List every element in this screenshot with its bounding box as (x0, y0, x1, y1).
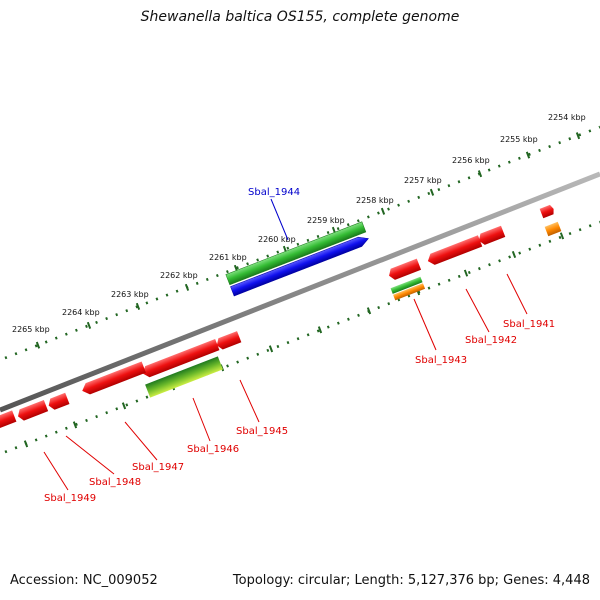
major-tick (477, 170, 483, 178)
gene-arrow-sbal-1947[interactable] (80, 361, 146, 396)
gene-arrow-sbal-1948[interactable] (47, 392, 70, 411)
feature-green-lime-pair[interactable] (145, 356, 223, 398)
major-tick (317, 326, 323, 334)
scale-label: 2260 kbp (258, 235, 296, 244)
major-tick (380, 207, 386, 215)
major-tick (429, 188, 435, 196)
scale-label: 2256 kbp (452, 156, 490, 165)
scale-label: 2258 kbp (356, 196, 394, 205)
scale-label: 2263 kbp (111, 290, 149, 299)
major-tick (463, 269, 469, 277)
major-tick (525, 151, 531, 159)
gene-label-sbal-1949: Sbal_1949 (44, 493, 96, 504)
feature-green-orange-pair[interactable] (390, 276, 426, 301)
forward-strand-features (225, 221, 370, 297)
gene-label-sbal-1942: Sbal_1942 (465, 335, 517, 346)
feature-orange-small[interactable] (544, 221, 562, 237)
gene-label-sbal-1947: Sbal_1947 (132, 462, 184, 473)
major-tick (559, 232, 565, 240)
gene-arrow-sbal-1949[interactable] (16, 399, 49, 422)
major-tick (121, 402, 127, 410)
gene-arrow-sbal-1944[interactable] (225, 221, 370, 297)
major-tick (184, 283, 190, 291)
gene-arrow-edge[interactable] (0, 410, 17, 430)
scale-labels: 2254 kbp 2255 kbp 2256 kbp 2257 kbp 2258… (12, 113, 586, 334)
major-tick (135, 302, 141, 310)
gene-label-sbal-1948: Sbal_1948 (89, 477, 141, 488)
gene-label-sbal-1944: Sbal_1944 (248, 187, 300, 198)
major-tick (35, 341, 41, 349)
gene-label-sbal-1943: Sbal_1943 (415, 355, 467, 366)
map-title: Shewanella baltica OS155, complete genom… (140, 9, 460, 25)
gene-labels: Sbal_1944 Sbal_1941 Sbal_1942 Sbal_1943 … (44, 187, 555, 504)
scale-label: 2254 kbp (548, 113, 586, 122)
gene-arrow-small-1[interactable] (539, 204, 556, 219)
scale-label: 2265 kbp (12, 325, 50, 334)
scale-label: 2255 kbp (500, 135, 538, 144)
gene-label-sbal-1941: Sbal_1941 (503, 319, 555, 330)
major-tick (268, 345, 274, 353)
scale-label: 2259 kbp (307, 216, 345, 225)
gene-arrow-sbal-1941[interactable] (477, 225, 506, 247)
gene-arrow-sbal-1943[interactable] (387, 258, 422, 282)
gene-arrow-sbal-1942[interactable] (426, 235, 483, 266)
reverse-strand-features (0, 204, 562, 430)
label-leaders (43, 198, 528, 491)
accession-text: Accession: NC_009052 (10, 573, 158, 588)
major-tick (366, 307, 372, 315)
scale-label: 2261 kbp (209, 253, 247, 262)
genome-summary-text: Topology: circular; Length: 5,127,376 bp… (232, 573, 590, 588)
major-tick (511, 250, 517, 259)
major-tick (23, 440, 29, 448)
gene-arrow-sbal-1946[interactable] (141, 338, 220, 379)
gene-label-sbal-1945: Sbal_1945 (236, 426, 288, 437)
scale-label: 2257 kbp (404, 176, 442, 185)
scale-label: 2262 kbp (160, 271, 198, 280)
gene-label-sbal-1946: Sbal_1946 (187, 444, 239, 455)
major-tick (575, 132, 581, 140)
major-tick (86, 321, 92, 329)
gene-arrow-sbal-1945[interactable] (215, 331, 242, 351)
scale-label: 2264 kbp (62, 308, 100, 317)
outer-major-ticks (35, 132, 581, 349)
major-tick (72, 421, 78, 429)
genome-backbone (0, 171, 600, 413)
